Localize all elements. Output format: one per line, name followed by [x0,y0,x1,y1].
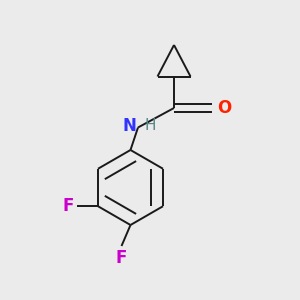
Text: O: O [217,99,231,117]
Text: F: F [63,197,74,215]
Text: F: F [116,249,127,267]
Text: N: N [123,117,136,135]
Text: H: H [145,118,156,134]
